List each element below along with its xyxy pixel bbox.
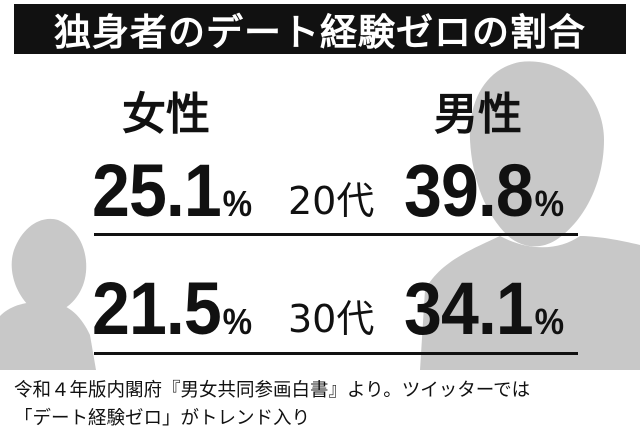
male-silhouette-icon xyxy=(420,61,640,370)
male-label: 男性 xyxy=(434,89,522,140)
page-title: 独身者のデート経験ゼロの割合 xyxy=(54,11,586,54)
age-label-20s: 20代 xyxy=(288,179,375,223)
female-stat-20s: 25.1% xyxy=(92,148,252,233)
row-divider xyxy=(94,352,578,355)
female-value-20s: 25.1 xyxy=(92,149,222,232)
percent-sign: % xyxy=(534,183,565,224)
male-value-20s: 39.8 xyxy=(404,149,534,232)
percent-sign: % xyxy=(222,183,253,224)
percent-sign: % xyxy=(222,301,253,342)
percent-sign: % xyxy=(534,301,565,342)
row-divider xyxy=(94,233,578,236)
female-stat-30s: 21.5% xyxy=(92,266,252,351)
caption-line-1: 令和４年版内閣府『男女共同参画白書』より。ツイッターでは xyxy=(14,380,531,401)
male-value-30s: 34.1 xyxy=(404,267,534,350)
male-stat-30s: 34.1% xyxy=(404,266,564,351)
age-label-30s: 30代 xyxy=(288,297,375,341)
title-bar: 独身者のデート経験ゼロの割合 xyxy=(14,4,626,54)
male-stat-20s: 39.8% xyxy=(404,148,564,233)
female-label: 女性 xyxy=(122,89,210,140)
female-value-30s: 21.5 xyxy=(92,267,222,350)
caption-line-2: 「デート経験ゼロ」がトレンド入り xyxy=(14,408,311,429)
female-silhouette-icon xyxy=(0,218,96,370)
